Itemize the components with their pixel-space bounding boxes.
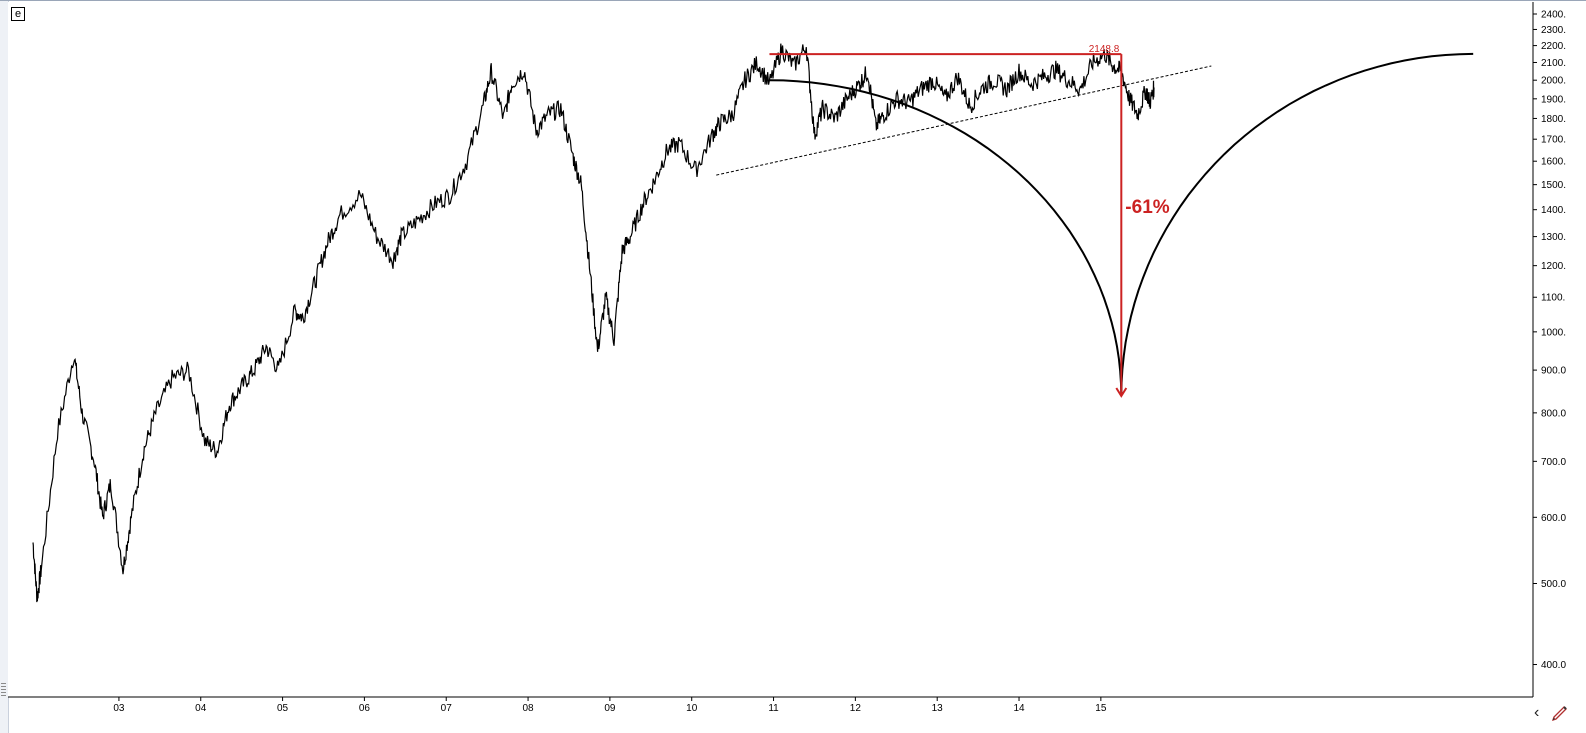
peak-value-label: 2148.8 [1089,44,1120,55]
x-tick-label: 13 [932,703,944,714]
y-tick-label: 800.0 [1541,408,1566,419]
y-tick-label: 1500. [1541,180,1566,191]
y-tick-label: 2200. [1541,41,1566,52]
y-tick-label: 1800. [1541,114,1566,125]
x-tick-label: 14 [1013,703,1025,714]
y-tick-label: 2100. [1541,58,1566,69]
y-tick-label: 1400. [1541,205,1566,216]
pen-tool-icon[interactable] [1550,703,1570,723]
y-tick-label: 1100. [1541,293,1565,304]
corner-controls [1534,701,1586,733]
x-tick-label: 08 [522,703,534,714]
series-layer [32,43,1155,603]
x-tick-label: 07 [441,703,453,714]
x-tick-label: 12 [850,703,862,714]
x-tick-label: 15 [1095,703,1107,714]
y-tick-label: 1600. [1541,157,1566,168]
trendline [716,65,1212,176]
annotation-layer: 2148.8 -61% [716,44,1474,398]
drop-percent-label: -61% [1125,197,1169,218]
y-tick-label: 500.0 [1541,579,1566,590]
price-series-line [32,43,1155,603]
x-tick-label: 11 [768,703,779,714]
y-tick-label: 900.0 [1541,366,1566,377]
scroll-left-icon[interactable]: ‹ [1534,704,1540,721]
drop-arrowhead [1115,387,1128,398]
y-tick-label: 600.0 [1541,513,1566,524]
y-tick-label: 1000. [1541,327,1566,338]
y-tick-label: 1300. [1541,232,1566,243]
y-tick-label: 700.0 [1541,457,1566,468]
x-tick-label: 10 [686,703,698,714]
x-tick-label: 06 [359,703,371,714]
y-axis-ticks: 400.0 500.0 600.0 700.0 800.0 900.0 1000. 1100.… [1533,10,1566,671]
x-tick-label: 04 [195,703,207,714]
resize-grip[interactable] [1,683,6,697]
y-tick-label: 400.0 [1541,660,1566,671]
y-tick-label: 2000. [1541,76,1566,87]
y-tick-label: 1700. [1541,135,1566,146]
chart-symbol-box[interactable]: e [11,7,25,21]
x-tick-label: 03 [113,703,125,714]
x-axis-ticks: 03 04 05 06 07 08 09 10 11 12 13 14 15 [113,697,1107,714]
y-tick-label: 2300. [1541,25,1566,36]
x-tick-label: 05 [277,703,289,714]
y-tick-label: 2400. [1541,10,1566,21]
y-tick-label: 1900. [1541,94,1566,105]
x-tick-label: 09 [604,703,616,714]
y-tick-label: 1200. [1541,261,1566,272]
plot-area [8,2,1533,697]
